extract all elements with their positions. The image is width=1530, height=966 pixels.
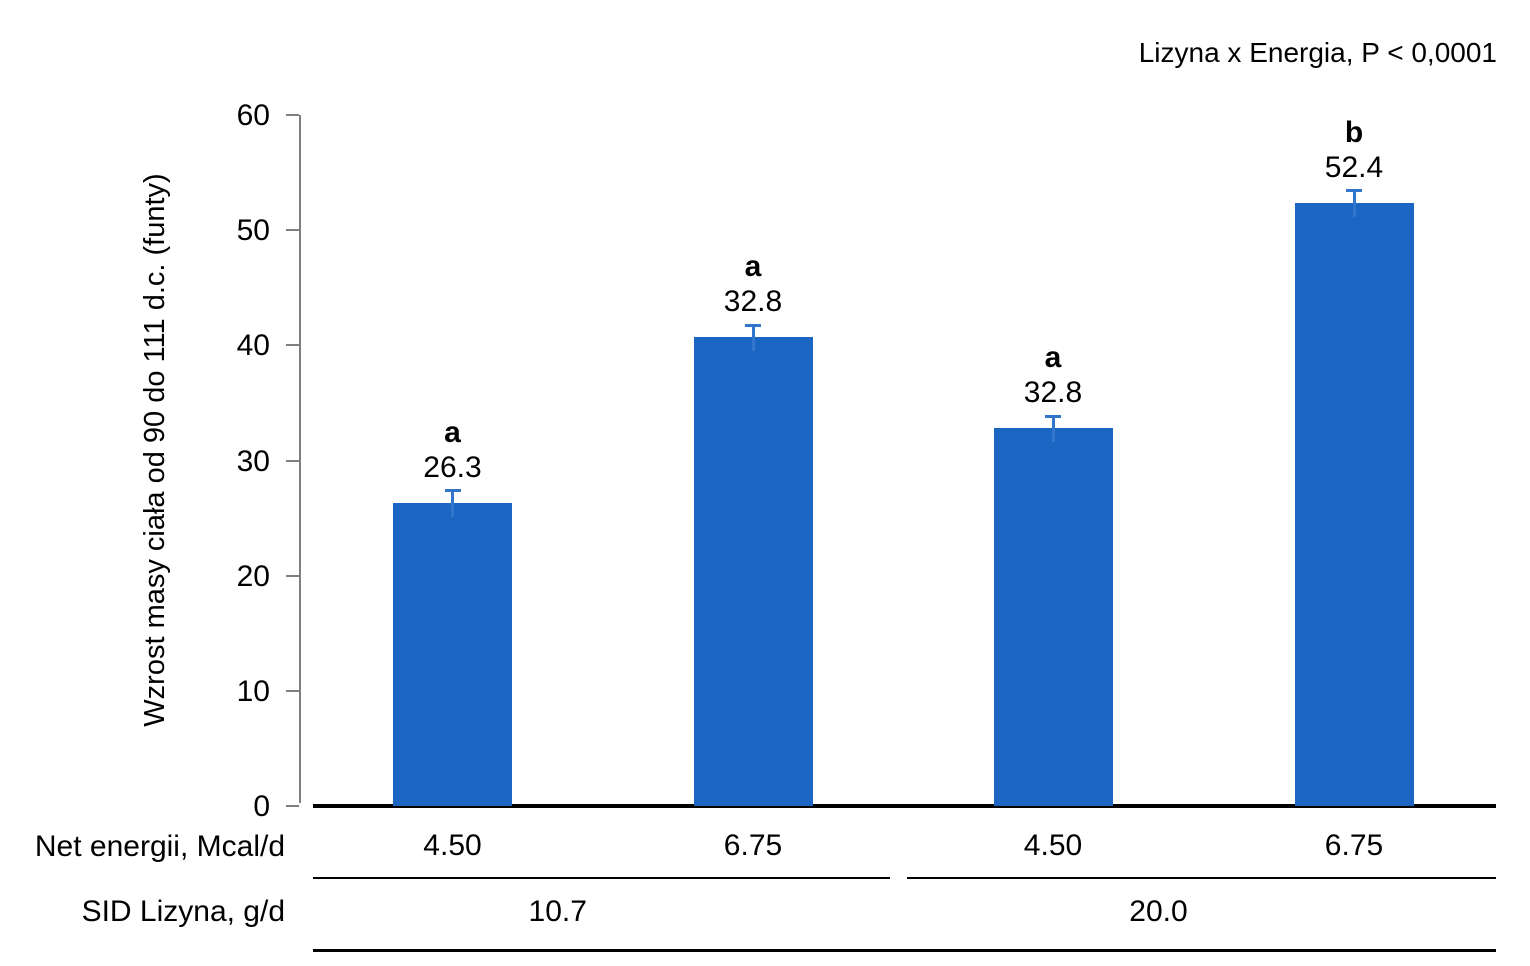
bar-value-label: 52.4 bbox=[1324, 150, 1384, 184]
y-axis-tick-label: 60 bbox=[236, 99, 270, 132]
x-axis-baseline bbox=[313, 804, 1496, 808]
y-axis-tick-mark bbox=[286, 229, 299, 232]
y-axis-tick-label: 20 bbox=[236, 559, 270, 593]
significance-letter: a bbox=[444, 416, 461, 450]
y-axis-tick-mark bbox=[286, 689, 299, 692]
y-axis-line bbox=[299, 115, 301, 803]
energy-row-underline-right bbox=[907, 877, 1496, 879]
x-axis-row-label-net-energy: Net energii, Mcal/d bbox=[34, 830, 285, 863]
bar-value-label: 32.8 bbox=[1023, 376, 1083, 410]
bar bbox=[1294, 202, 1414, 806]
lysine-row-underline bbox=[313, 949, 1496, 952]
y-axis-tick-mark bbox=[286, 344, 299, 347]
x-axis-value-net-energy: 6.75 bbox=[723, 829, 783, 862]
error-bar-cap bbox=[1346, 188, 1362, 192]
error-bar-cap bbox=[444, 489, 461, 493]
y-axis-tick-label: 10 bbox=[236, 674, 270, 708]
error-bar-stem bbox=[1051, 415, 1055, 443]
x-axis-value-sid-lysine: 20.0 bbox=[1129, 895, 1188, 928]
y-axis-tick-mark bbox=[286, 574, 299, 577]
y-axis-tick-label: 0 bbox=[253, 790, 270, 823]
bar bbox=[393, 503, 512, 806]
y-axis-title: Wzrost masy ciała od 90 do 111 d.c. (fun… bbox=[139, 173, 171, 727]
error-bar-stem bbox=[1352, 189, 1356, 217]
x-axis-value-net-energy: 6.75 bbox=[1324, 829, 1384, 862]
y-axis-tick-mark bbox=[286, 459, 299, 462]
error-bar-stem bbox=[451, 490, 454, 518]
x-axis-value-sid-lysine: 10.7 bbox=[528, 895, 587, 928]
interaction-pvalue-annotation: Lizyna x Energia, P < 0,0001 bbox=[1138, 37, 1497, 68]
y-axis-tick-label: 30 bbox=[236, 444, 270, 478]
bar-value-label: 26.3 bbox=[423, 451, 482, 485]
y-axis-tick-label: 50 bbox=[236, 214, 270, 248]
energy-row-underline-left bbox=[313, 877, 890, 879]
x-axis-value-net-energy: 4.50 bbox=[423, 829, 482, 862]
y-axis-tick-mark bbox=[286, 114, 299, 116]
y-axis-tick-label: 40 bbox=[236, 329, 270, 363]
y-axis-tick-mark bbox=[286, 805, 299, 807]
significance-letter: a bbox=[744, 250, 762, 284]
bar bbox=[993, 428, 1113, 806]
x-axis-value-net-energy: 4.50 bbox=[1023, 829, 1083, 862]
x-axis-row-label-sid-lysine: SID Lizyna, g/d bbox=[81, 895, 285, 928]
bar bbox=[693, 337, 813, 806]
error-bar-stem bbox=[751, 324, 755, 352]
error-bar-cap bbox=[745, 323, 761, 327]
bar-value-label: 32.8 bbox=[723, 285, 783, 319]
significance-letter: a bbox=[1044, 341, 1062, 375]
error-bar-cap bbox=[1045, 414, 1061, 418]
significance-letter: b bbox=[1344, 115, 1364, 149]
